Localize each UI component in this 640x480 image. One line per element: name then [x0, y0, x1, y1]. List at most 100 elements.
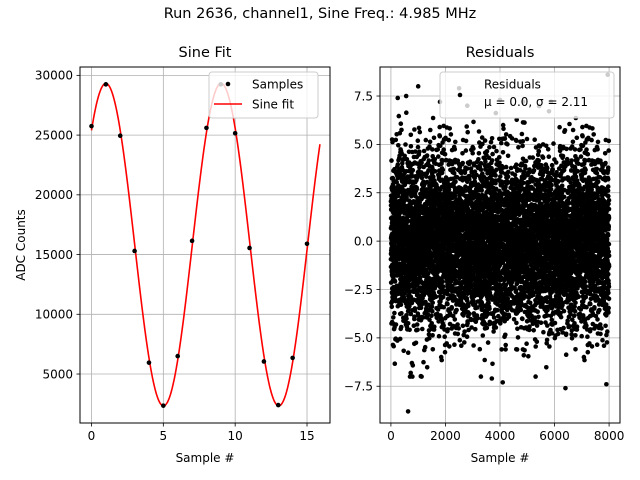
residual-point	[412, 127, 417, 132]
sample-point	[204, 125, 209, 131]
residual-point	[522, 348, 527, 353]
residual-point	[420, 326, 425, 332]
residual-point	[431, 135, 437, 141]
residual-point	[522, 120, 527, 125]
residual-point	[514, 320, 519, 326]
residual-point	[498, 174, 503, 179]
sine-fit-curve-group	[90, 82, 321, 407]
residual-point	[464, 298, 470, 303]
residual-point	[471, 119, 476, 125]
sample-point	[103, 82, 109, 87]
residual-point	[431, 174, 436, 180]
residual-point	[391, 315, 396, 320]
residual-point	[429, 304, 435, 310]
residual-point	[398, 121, 404, 126]
residual-point	[521, 353, 527, 358]
residual-point	[441, 323, 446, 328]
residual-point	[439, 184, 445, 190]
residual-point	[503, 342, 509, 348]
residual-point	[482, 357, 488, 363]
x-tick-label: 10	[228, 429, 243, 443]
residual-point	[447, 344, 452, 349]
residual-point	[392, 310, 397, 316]
residual-point	[408, 144, 414, 149]
sine-fit-line	[90, 82, 321, 407]
residual-point	[427, 144, 432, 149]
residual-point	[415, 138, 421, 143]
residual-point	[499, 140, 504, 146]
residual-point	[483, 159, 488, 164]
residual-point	[470, 150, 476, 156]
residual-point	[393, 137, 399, 143]
residual-point	[512, 172, 518, 178]
residual-point	[484, 325, 490, 331]
residual-point	[499, 347, 504, 352]
residual-point	[484, 149, 490, 154]
residual-point	[477, 346, 483, 352]
residual-point	[490, 151, 495, 157]
residual-point	[489, 158, 495, 163]
residual-point	[490, 361, 495, 367]
residual-point	[460, 160, 466, 166]
residual-point	[424, 174, 429, 179]
residual-point	[460, 323, 466, 329]
residual-point	[435, 307, 441, 312]
residual-point	[410, 167, 416, 173]
residual-point	[457, 337, 463, 343]
residual-point	[463, 138, 469, 144]
residual-point	[462, 340, 467, 345]
residual-point	[395, 193, 401, 199]
sample-point	[146, 360, 152, 365]
x-tick-label: 15	[299, 429, 314, 443]
residual-point	[410, 363, 416, 368]
figure-title: Run 2636, channel1, Sine Freq.: 4.985 MH…	[163, 6, 477, 22]
residual-point	[446, 162, 452, 167]
residual-point	[494, 148, 499, 154]
residual-point	[452, 147, 458, 152]
residual-point	[405, 350, 411, 356]
residual-point	[432, 324, 437, 330]
residual-point	[443, 135, 448, 141]
residual-point	[413, 340, 419, 346]
residual-point	[442, 334, 448, 340]
residual-point	[445, 327, 451, 332]
residual-point	[502, 136, 508, 141]
residual-point	[469, 325, 474, 330]
sample-point	[175, 353, 181, 359]
residual-point	[467, 173, 472, 179]
residual-point	[412, 314, 417, 320]
residual-point	[519, 131, 525, 137]
residual-point	[434, 314, 440, 320]
residual-point	[432, 169, 438, 174]
residual-point	[506, 314, 512, 320]
residual-point	[392, 279, 398, 284]
residual-point	[421, 148, 427, 154]
residual-point	[493, 173, 498, 178]
residual-point	[447, 126, 453, 131]
residual-point	[424, 153, 430, 158]
residual-point	[426, 328, 432, 333]
residual-point	[508, 165, 514, 171]
residual-point	[441, 147, 447, 152]
residual-point	[503, 132, 509, 137]
residual-point	[430, 333, 435, 338]
residual-point	[415, 327, 420, 333]
sample-point	[161, 403, 166, 408]
residual-point	[478, 374, 484, 379]
residual-point	[426, 158, 432, 163]
residual-point	[418, 305, 424, 311]
residual-point	[452, 342, 457, 348]
residual-point	[471, 298, 476, 304]
residual-point	[465, 129, 471, 135]
residual-point	[505, 153, 511, 159]
residual-point	[514, 347, 520, 352]
y-tick-label: 15000	[35, 248, 73, 262]
residual-point	[428, 127, 433, 133]
residual-point	[464, 334, 470, 340]
y-tick-label: 5000	[42, 367, 73, 381]
residual-point	[440, 284, 446, 289]
residual-point	[518, 307, 524, 313]
residual-point	[419, 374, 424, 379]
residual-point	[432, 157, 438, 162]
